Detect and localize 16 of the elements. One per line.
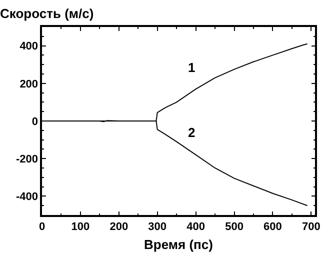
x-tick-label: 400 [186,220,205,233]
series-label: 1 [188,60,196,75]
y-tick-label: -400 [16,191,38,204]
x-tick-label: 300 [148,220,167,233]
y-tick-label: 0 [32,116,38,128]
x-tick-label: 600 [264,220,282,233]
x-tick-label: 500 [225,220,244,233]
x-axis-title: Время (пс) [144,237,213,252]
y-tick-label: 200 [20,78,38,90]
y-tick-label: -200 [16,153,38,166]
x-tick-label: 200 [110,220,128,233]
x-tick-label: 100 [71,220,90,233]
x-tick-label: 700 [302,220,320,233]
series-label: 2 [188,125,196,140]
y-tick-label: 400 [20,40,38,53]
y-axis-title: Скорость (м/с) [0,6,94,21]
